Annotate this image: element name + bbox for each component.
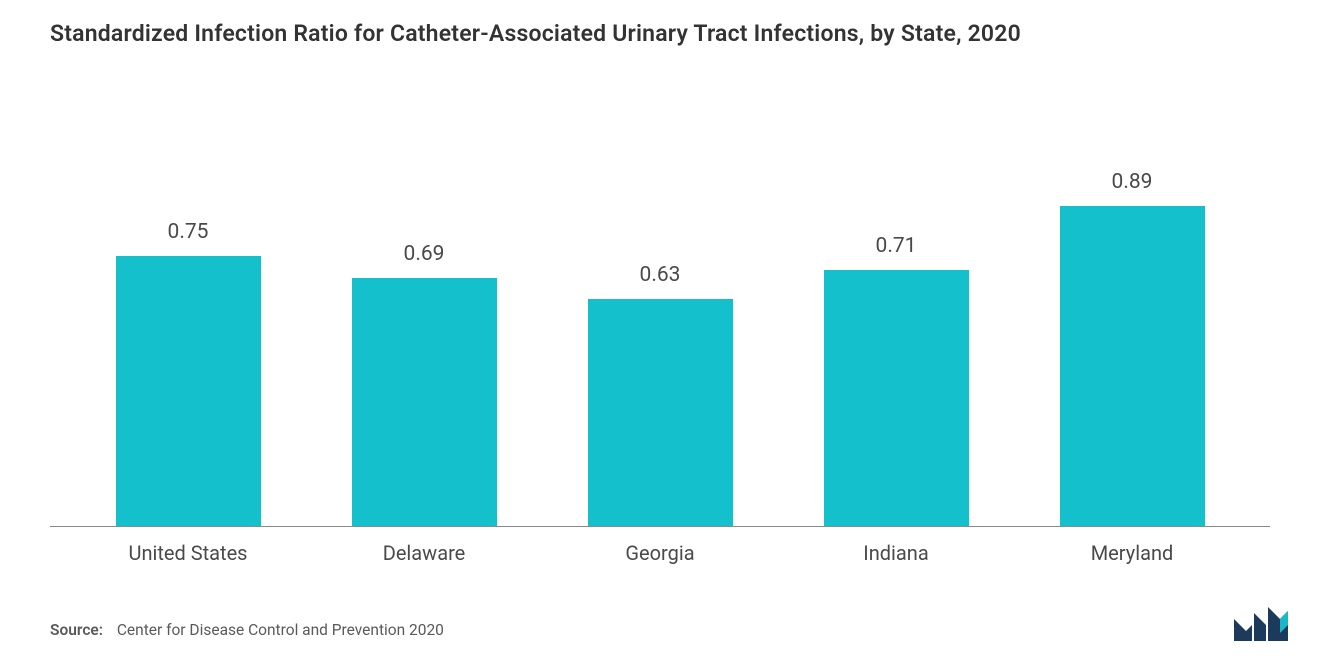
x-axis-label: Delaware	[334, 541, 514, 565]
x-axis-label: Georgia	[570, 541, 750, 565]
bar-value-label: 0.89	[1112, 170, 1153, 194]
x-axis-label: Indiana	[806, 541, 986, 565]
x-axis-label: United States	[98, 541, 278, 565]
bar-group: 0.75	[98, 220, 278, 526]
bar-value-label: 0.75	[168, 220, 209, 244]
x-axis-labels: United States Delaware Georgia Indiana M…	[50, 527, 1270, 565]
bar	[352, 278, 497, 526]
bar-group: 0.63	[570, 263, 750, 526]
bar-group: 0.69	[334, 242, 514, 526]
bar	[824, 270, 969, 526]
chart-plot-area: 0.75 0.69 0.63 0.71 0.89	[50, 107, 1270, 527]
bar-group: 0.89	[1042, 170, 1222, 526]
bar	[116, 256, 261, 526]
source-text: Center for Disease Control and Preventio…	[117, 621, 444, 639]
mordor-logo-icon	[1232, 605, 1290, 643]
bar	[1060, 206, 1205, 526]
bar-value-label: 0.69	[404, 242, 445, 266]
bar-value-label: 0.63	[640, 263, 681, 287]
bar	[588, 299, 733, 526]
source-label: Source:	[50, 621, 103, 639]
x-axis-label: Meryland	[1042, 541, 1222, 565]
source-citation: Source: Center for Disease Control and P…	[50, 621, 444, 639]
bar-group: 0.71	[806, 234, 986, 526]
bar-value-label: 0.71	[876, 234, 917, 258]
chart-title: Standardized Infection Ratio for Cathete…	[50, 20, 1270, 47]
